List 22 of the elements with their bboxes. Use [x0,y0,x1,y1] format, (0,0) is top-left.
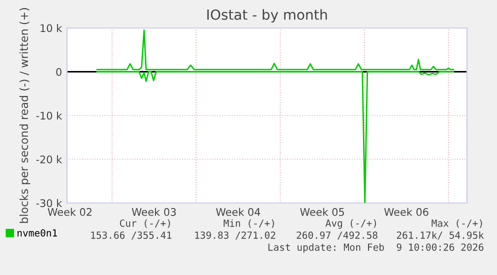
y-tick-label: -30 k [36,199,62,208]
y-tick-label: 10 k [40,24,62,32]
x-tick-label: Week 03 [132,208,176,216]
y-tick-label: -10 k [36,112,62,120]
text: 153.66 /355.41 [91,231,172,240]
text: Cur (-/+) [120,219,170,228]
y-tick-label: -20 k [36,155,62,164]
text: 139.83 /271.02 [195,231,276,240]
x-tick-label: Week 04 [216,208,260,216]
legend-label: nvme0n1 [18,229,57,237]
text: Avg (-/+) [326,219,376,229]
x-tick-label: Week 02 [48,208,92,216]
text: Min (-/+) [224,219,274,228]
y-axis-title: blocks per second read (-) / written (+) [19,8,30,223]
text: Last update: Mon Feb 9 10:00:26 2026 [268,243,484,253]
text: Max (-/+) [432,219,482,228]
text: 260.97 /492.58 [296,231,378,240]
x-tick-label: Week 05 [300,208,344,216]
x-tick-label: Week 06 [384,208,428,216]
chart-title: IOstat - by month [207,9,327,23]
text: 261.17k/ 54.95k [396,231,484,240]
y-tick-label: 0 [56,68,62,76]
